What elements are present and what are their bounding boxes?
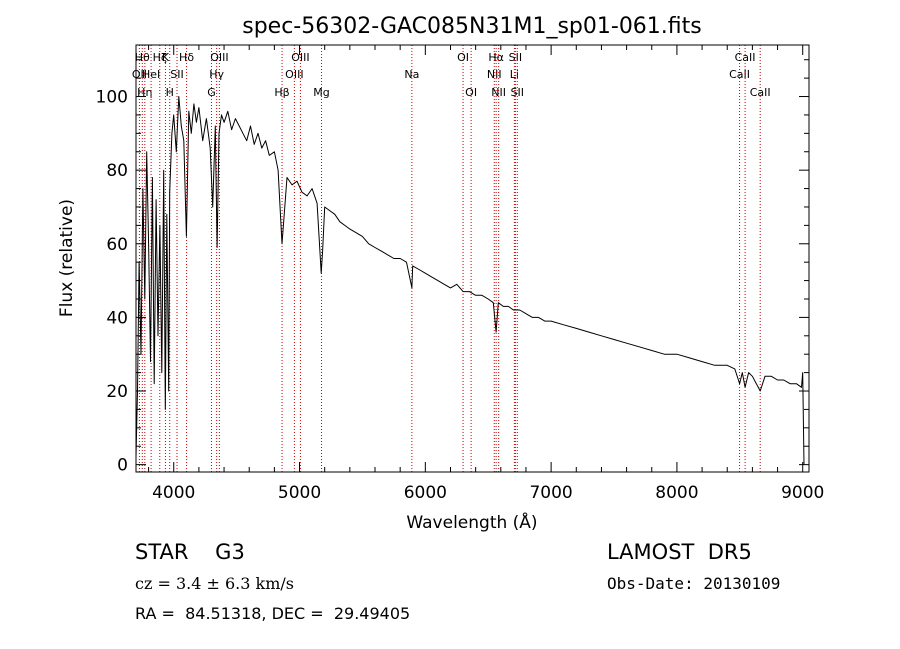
marker-label: CaII	[735, 51, 756, 64]
x-tick-label: 6000	[404, 483, 447, 503]
x-axis-ticks: 4000 5000 6000 7000 8000 9000	[148, 45, 824, 503]
y-axis-ticks: 0 20 40 60 80 100	[96, 59, 809, 476]
marker-label: SII	[511, 86, 524, 99]
marker-label: CaII	[750, 86, 771, 99]
y-tick-label: 0	[117, 456, 128, 476]
x-tick-label: 7000	[529, 483, 572, 503]
marker-label: OIII	[285, 68, 303, 81]
marker-label: OI	[465, 86, 477, 99]
marker-label: Hθ	[135, 51, 150, 64]
marker-label: CaII	[729, 68, 750, 81]
marker-label: Hβ	[274, 86, 289, 99]
x-tick-label: 8000	[655, 483, 698, 503]
marker-label: SII	[509, 51, 522, 64]
marker-label: Hδ	[179, 51, 194, 64]
x-tick-label: 5000	[278, 483, 321, 503]
marker-label: Hη	[137, 86, 152, 99]
marker-label: G	[207, 86, 216, 99]
marker-label: OI	[457, 51, 469, 64]
marker-label: NII	[487, 68, 502, 81]
x-tick-label: 9000	[781, 483, 824, 503]
chart-title: spec-56302-GAC085N31M1_sp01-061.fits	[242, 14, 702, 39]
y-tick-label: 40	[106, 308, 128, 328]
marker-label: NII	[491, 86, 506, 99]
spectral-line-markers: HθOIIHηHeIHζKHSIIHδGHγOIIIHβOIIIOIIIMgNa…	[132, 45, 771, 472]
y-axis-label: Flux (relative)	[57, 199, 77, 317]
redshift-velocity-label: cz = 3.4 ± 6.3 km/s	[135, 574, 294, 593]
marker-label: HeI	[142, 68, 160, 81]
marker-label: Hγ	[209, 68, 224, 81]
object-class-label: STAR G3	[135, 540, 245, 564]
y-tick-label: 100	[96, 88, 128, 108]
plot-frame	[135, 44, 810, 473]
y-tick-label: 60	[106, 235, 128, 255]
marker-label: SII	[170, 68, 183, 81]
coordinates-label: RA = 84.51318, DEC = 29.49405	[135, 604, 411, 623]
y-tick-label: 20	[106, 382, 128, 402]
marker-label: Hζ	[153, 51, 167, 64]
marker-label: Na	[404, 68, 419, 81]
marker-label: OIII	[291, 51, 309, 64]
spectrum-line	[135, 96, 805, 465]
marker-label: K	[162, 51, 170, 64]
x-tick-label: 4000	[152, 483, 195, 503]
x-axis-label: Wavelength (Å)	[406, 511, 537, 533]
marker-label: H	[166, 86, 174, 99]
observation-date-label: Obs-Date: 20130109	[607, 574, 781, 593]
marker-label: Li	[510, 68, 519, 81]
marker-label: OIII	[210, 51, 228, 64]
marker-label: Mg	[313, 86, 329, 99]
marker-label: Hα	[488, 51, 504, 64]
spectrum-series	[135, 96, 805, 465]
survey-release-label: LAMOST DR5	[607, 540, 752, 564]
y-tick-label: 80	[106, 161, 128, 181]
